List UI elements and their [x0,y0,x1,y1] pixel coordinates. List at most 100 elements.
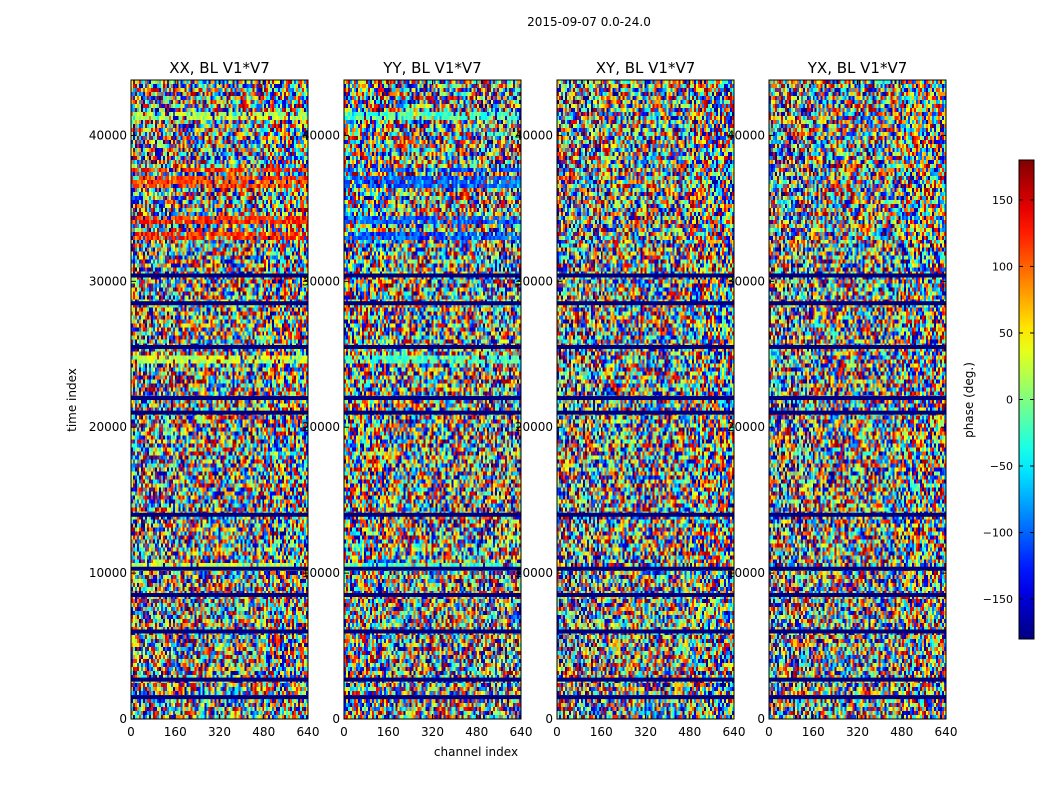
x-tick-label: 160 [590,725,613,739]
x-tick-label: 640 [297,725,320,739]
flag-band [344,410,521,415]
figure-suptitle: 2015-09-07 0.0-24.0 [527,15,651,29]
y-tick-label: 30000 [89,274,127,288]
flag-band [769,396,946,401]
flag-band [344,695,521,700]
x-tick-label: 480 [678,725,701,739]
flag-band [344,273,521,278]
x-tick-label: 0 [340,725,348,739]
colorbar-tick-label: −50 [990,460,1013,473]
x-tick-label: 0 [765,725,773,739]
y-tick-label: 0 [757,712,765,726]
flag-band [344,344,521,349]
flag-band [557,695,734,700]
flag-band [769,344,946,349]
x-tick-label: 480 [252,725,275,739]
x-tick-label: 160 [802,725,825,739]
panel-title: YY, BL V1*V7 [382,59,481,77]
flag-band [344,301,521,306]
y-tick-label: 0 [332,712,340,726]
y-tick-label: 10000 [89,566,127,580]
flag-band [769,566,946,571]
y-tick-label: 0 [545,712,553,726]
y-axis-label: time index [65,368,79,432]
flag-band [769,677,946,682]
x-tick-label: 640 [510,725,533,739]
flag-band [557,344,734,349]
colorbar-label: phase (deg.) [962,362,976,438]
y-tick-label: 40000 [89,128,127,142]
colorbar-tick-label: 0 [1006,394,1013,407]
flag-band [344,592,521,597]
x-tick-label: 320 [634,725,657,739]
flag-band [344,677,521,682]
flag-band [131,396,308,401]
flag-band [344,629,521,634]
y-tick-label: 0 [119,712,127,726]
x-tick-label: 480 [465,725,488,739]
flag-band [557,410,734,415]
y-tick-label: 40000 [727,128,765,142]
flag-band [557,592,734,597]
panel-title: XX, BL V1*V7 [169,59,270,77]
colorbar: −150 −100 −50 0 50 100 150 [983,159,1035,640]
flag-band [557,396,734,401]
y-tick-label: 30000 [727,274,765,288]
flag-band [769,410,946,415]
flag-band [769,592,946,597]
flag-band [557,629,734,634]
panel-yy: YY, BL V1*V7 0 160 320 480 640 0 10000 20000 3000… [302,59,533,739]
flag-band [131,566,308,571]
y-tick-label: 30000 [515,274,553,288]
colorbar-tick-label: 150 [992,194,1013,207]
panel-yx: YX, BL V1*V7 0 160 320 480 640 0 10000 20000 3000… [727,59,958,739]
flag-band [769,512,946,517]
flag-band [131,410,308,415]
panel-title: XY, BL V1*V7 [596,59,696,77]
y-tick-label: 20000 [515,420,553,434]
x-axis-label: channel index [434,745,518,759]
flag-band [344,512,521,517]
x-tick-label: 160 [164,725,187,739]
colorbar-tick-label: 50 [999,327,1013,340]
x-tick-label: 320 [421,725,444,739]
flag-band [557,566,734,571]
flag-band [131,301,308,306]
y-tick-label: 10000 [727,566,765,580]
flag-band [769,695,946,700]
y-tick-label: 30000 [302,274,340,288]
x-tick-label: 640 [723,725,746,739]
flag-band [557,512,734,517]
panel-title: YX, BL V1*V7 [807,59,908,77]
y-tick-label: 10000 [302,566,340,580]
flag-band [557,273,734,278]
flag-band [131,592,308,597]
flag-band [769,301,946,306]
x-tick-label: 0 [127,725,135,739]
panel-xy: XY, BL V1*V7 0 160 320 480 640 0 10000 20000 3000… [515,59,746,739]
x-tick-label: 0 [553,725,561,739]
flag-band [131,677,308,682]
flag-band [344,566,521,571]
flag-band [769,273,946,278]
y-tick-label: 10000 [515,566,553,580]
flag-band [769,629,946,634]
flag-band [131,695,308,700]
y-tick-label: 20000 [89,420,127,434]
panels-group: XX, BL V1*V7 0 160 320 480 640 0 10000 20000 3000… [89,59,958,739]
x-tick-label: 640 [935,725,958,739]
y-tick-label: 20000 [302,420,340,434]
y-tick-label: 40000 [515,128,553,142]
flag-band [131,344,308,349]
flag-band [557,677,734,682]
x-tick-label: 320 [846,725,869,739]
colorbar-tick-label: −150 [983,593,1013,606]
y-tick-label: 40000 [302,128,340,142]
x-tick-label: 160 [377,725,400,739]
colorbar-tick-label: −100 [983,527,1013,540]
y-tick-label: 20000 [727,420,765,434]
x-tick-label: 480 [890,725,913,739]
panel-xx: XX, BL V1*V7 0 160 320 480 640 0 10000 20000 3000… [89,59,320,739]
flag-band [557,301,734,306]
